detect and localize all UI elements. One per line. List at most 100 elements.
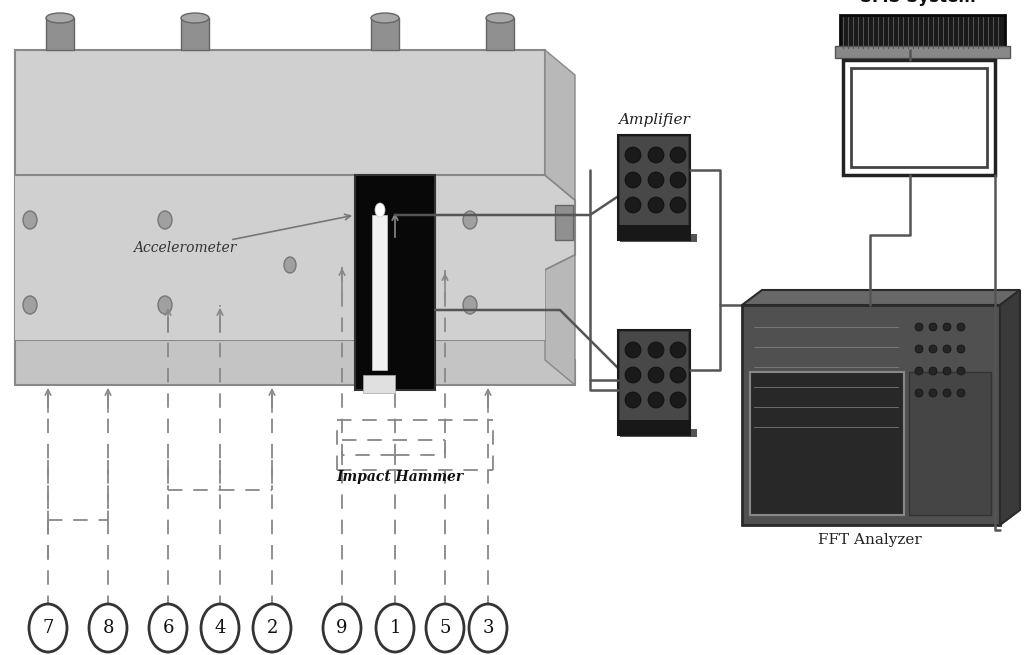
Text: 5: 5 bbox=[439, 619, 451, 637]
Text: SMS System: SMS System bbox=[860, 0, 976, 6]
Ellipse shape bbox=[426, 604, 464, 652]
Circle shape bbox=[625, 172, 641, 188]
Ellipse shape bbox=[201, 604, 239, 652]
Circle shape bbox=[648, 342, 664, 358]
Text: 6: 6 bbox=[162, 619, 174, 637]
Ellipse shape bbox=[376, 604, 414, 652]
Circle shape bbox=[929, 389, 937, 397]
Circle shape bbox=[957, 323, 965, 331]
Ellipse shape bbox=[253, 604, 291, 652]
Circle shape bbox=[648, 172, 664, 188]
Ellipse shape bbox=[89, 604, 127, 652]
Circle shape bbox=[625, 147, 641, 163]
Bar bbox=[840, 15, 1005, 50]
Bar bbox=[618, 135, 690, 240]
Bar bbox=[835, 46, 1010, 58]
Bar bbox=[851, 68, 987, 167]
Circle shape bbox=[943, 345, 951, 353]
Circle shape bbox=[625, 367, 641, 383]
Ellipse shape bbox=[375, 203, 385, 217]
Text: 2: 2 bbox=[266, 619, 278, 637]
Circle shape bbox=[625, 392, 641, 408]
Bar bbox=[362, 375, 395, 393]
Bar bbox=[618, 330, 690, 435]
Ellipse shape bbox=[463, 296, 477, 314]
Bar bbox=[618, 225, 690, 240]
Text: 7: 7 bbox=[42, 619, 53, 637]
Circle shape bbox=[670, 197, 686, 213]
Ellipse shape bbox=[158, 211, 172, 229]
Polygon shape bbox=[545, 50, 575, 200]
Ellipse shape bbox=[486, 13, 514, 23]
Bar bbox=[555, 205, 573, 240]
Bar bbox=[620, 234, 697, 242]
Ellipse shape bbox=[284, 257, 296, 273]
Text: Amplifier: Amplifier bbox=[618, 113, 690, 127]
Text: 8: 8 bbox=[102, 619, 114, 637]
Ellipse shape bbox=[46, 13, 74, 23]
Bar bbox=[914, 50, 924, 65]
Circle shape bbox=[929, 323, 937, 331]
Ellipse shape bbox=[23, 211, 37, 229]
Circle shape bbox=[943, 367, 951, 375]
Circle shape bbox=[625, 197, 641, 213]
Circle shape bbox=[670, 367, 686, 383]
Bar bbox=[46, 18, 74, 50]
Ellipse shape bbox=[150, 604, 187, 652]
Circle shape bbox=[915, 389, 923, 397]
Circle shape bbox=[915, 323, 923, 331]
Ellipse shape bbox=[371, 13, 399, 23]
Polygon shape bbox=[15, 340, 575, 385]
Ellipse shape bbox=[29, 604, 67, 652]
Circle shape bbox=[670, 392, 686, 408]
Bar bbox=[909, 372, 991, 515]
Polygon shape bbox=[15, 50, 575, 340]
Circle shape bbox=[929, 367, 937, 375]
Polygon shape bbox=[742, 290, 1020, 305]
Bar bbox=[750, 372, 904, 515]
Bar bbox=[620, 429, 697, 437]
Bar bbox=[486, 18, 514, 50]
Bar bbox=[181, 18, 209, 50]
Ellipse shape bbox=[469, 604, 507, 652]
Circle shape bbox=[670, 172, 686, 188]
Ellipse shape bbox=[23, 296, 37, 314]
Circle shape bbox=[648, 197, 664, 213]
Circle shape bbox=[648, 392, 664, 408]
Bar bbox=[355, 175, 435, 390]
Text: Accelerometer: Accelerometer bbox=[133, 241, 237, 255]
Bar bbox=[372, 215, 387, 370]
Circle shape bbox=[929, 345, 937, 353]
Text: 1: 1 bbox=[389, 619, 400, 637]
Circle shape bbox=[957, 345, 965, 353]
Ellipse shape bbox=[181, 13, 209, 23]
Circle shape bbox=[957, 389, 965, 397]
Bar bbox=[843, 60, 995, 175]
Circle shape bbox=[648, 147, 664, 163]
Ellipse shape bbox=[404, 257, 416, 273]
Circle shape bbox=[943, 323, 951, 331]
Circle shape bbox=[957, 367, 965, 375]
Text: Impact Hammer: Impact Hammer bbox=[337, 470, 464, 484]
Circle shape bbox=[943, 389, 951, 397]
Circle shape bbox=[670, 147, 686, 163]
Text: 3: 3 bbox=[482, 619, 494, 637]
Bar bbox=[618, 420, 690, 435]
Polygon shape bbox=[545, 255, 575, 385]
Text: FFT Analyzer: FFT Analyzer bbox=[818, 533, 922, 547]
Text: 9: 9 bbox=[336, 619, 348, 637]
Bar bbox=[620, 137, 688, 238]
Ellipse shape bbox=[323, 604, 361, 652]
Circle shape bbox=[670, 342, 686, 358]
Circle shape bbox=[915, 367, 923, 375]
Polygon shape bbox=[1000, 290, 1020, 525]
Bar bbox=[742, 305, 1000, 525]
Polygon shape bbox=[15, 175, 545, 340]
Bar bbox=[620, 332, 688, 433]
Circle shape bbox=[625, 342, 641, 358]
Circle shape bbox=[915, 345, 923, 353]
Text: 4: 4 bbox=[214, 619, 225, 637]
Circle shape bbox=[648, 367, 664, 383]
Ellipse shape bbox=[158, 296, 172, 314]
Ellipse shape bbox=[463, 211, 477, 229]
